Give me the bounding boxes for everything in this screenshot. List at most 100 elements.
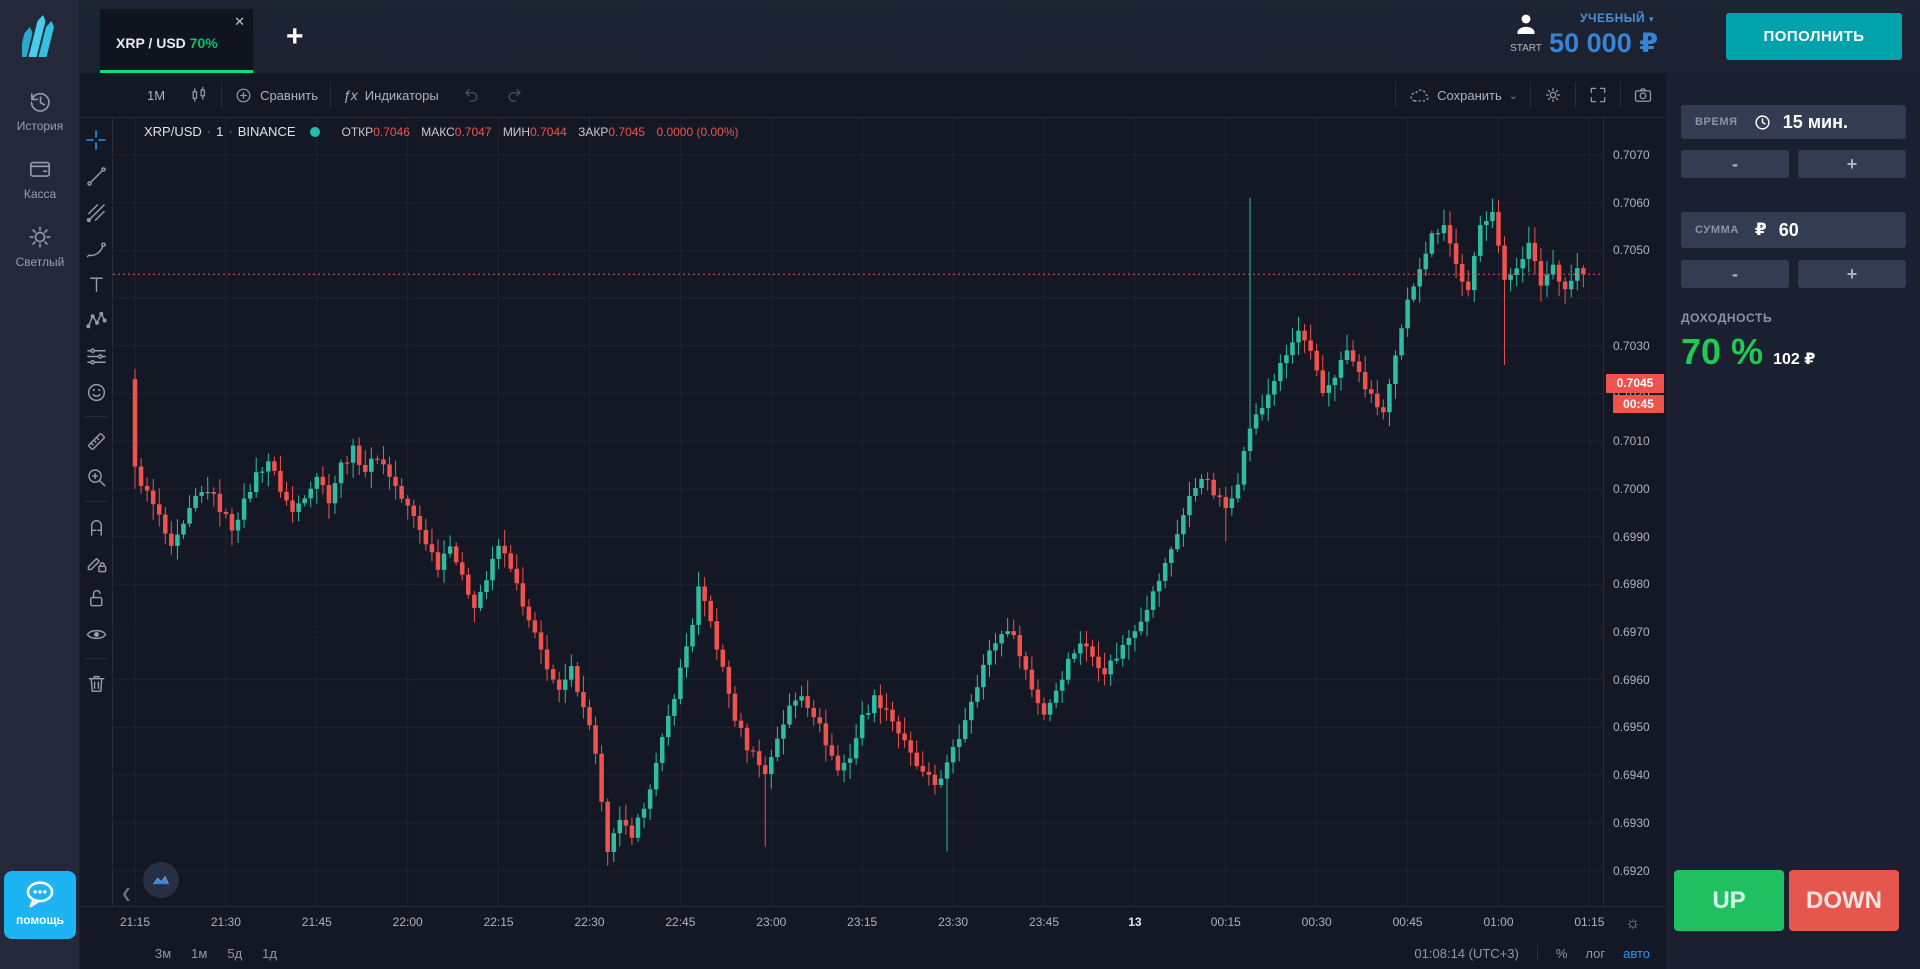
up-button[interactable]: UP (1674, 870, 1784, 931)
indicators-button[interactable]: ƒx Индикаторы (343, 87, 439, 103)
gann-tools[interactable] (82, 198, 110, 226)
payout-percent: 70 % (1681, 331, 1764, 372)
price-tick: 0.6950 (1613, 720, 1650, 735)
cloud-icon (1410, 89, 1429, 102)
compare-button[interactable]: Сравнить (222, 73, 330, 118)
time-minus-button[interactable]: - (1681, 150, 1789, 178)
time-tick: 00:30 (1301, 915, 1332, 929)
sidebar-item-cashier[interactable]: Касса (0, 156, 80, 201)
time-tick: 01:00 (1483, 915, 1514, 929)
account-type-dropdown[interactable]: УЧЕБНЫЙ ▾ (1580, 11, 1654, 25)
price-tick: 0.7010 (1613, 434, 1650, 449)
amount-plus-button[interactable]: + (1798, 260, 1906, 288)
candlestick-chart[interactable] (113, 118, 1603, 906)
log-scale-toggle[interactable]: лог (1585, 945, 1606, 961)
toolbar-separator (1575, 82, 1576, 108)
brush-icon (86, 241, 106, 257)
unlock-icon (89, 589, 102, 606)
crosshair-tool[interactable] (82, 126, 110, 154)
candles-icon (192, 86, 206, 102)
time-axis[interactable]: ☼ 21:15 21:30 21:45 22:00 22:15 22:30 22:45 23:… (80, 906, 1665, 937)
price-tick: 0.7070 (1613, 148, 1650, 162)
brush-tool[interactable] (82, 234, 110, 262)
amount-field[interactable]: СУММА ₽ 60 (1681, 212, 1906, 248)
pattern-tool[interactable] (82, 306, 110, 334)
chart-settings-button[interactable] (1531, 73, 1575, 118)
time-tick: 00:45 (1392, 915, 1423, 929)
tab-label: XRP / USD 70% (116, 35, 218, 51)
hide-drawings-tool[interactable] (82, 620, 110, 648)
help-button[interactable]: помощь (4, 871, 76, 939)
interval-button[interactable]: 1М (147, 87, 166, 103)
compare-plus-icon (236, 88, 251, 102)
forecast-tool[interactable] (82, 342, 110, 370)
sidebar-item-history[interactable]: История (0, 88, 80, 133)
auto-scale-toggle[interactable]: авто (1623, 945, 1650, 961)
tab-close-icon[interactable]: ✕ (234, 14, 245, 29)
chart-style-button[interactable] (177, 73, 221, 118)
xabcd-pattern-icon (85, 311, 107, 328)
balance-value: 50 000 ₽ (1549, 28, 1658, 58)
range-1m[interactable]: 1м (191, 945, 208, 961)
deposit-button[interactable]: ПОПОЛНИТЬ (1726, 13, 1902, 60)
legend-interval: 1 (216, 124, 224, 139)
emoji-tool[interactable] (82, 378, 110, 406)
redo-button[interactable] (493, 73, 535, 118)
time-axis-settings-icon[interactable]: ☼ (1625, 913, 1641, 932)
amount-minus-button[interactable]: - (1681, 260, 1789, 288)
range-group: 3м 1м 5д 1д (155, 946, 277, 961)
measure-tool[interactable] (82, 427, 110, 455)
chart-footer: 3м 1м 5д 1д 01:08:14 (UTC+3) % лог авто (80, 937, 1665, 969)
zoom-in-icon (87, 468, 105, 486)
snapshot-button[interactable] (1621, 73, 1665, 118)
app-logo[interactable] (18, 10, 60, 63)
magnet-tool[interactable] (82, 512, 110, 540)
tab-xrp-usd[interactable]: XRP / USD 70% ✕ (100, 9, 253, 73)
camera-icon (1634, 88, 1652, 102)
lock-drawings-tool[interactable] (82, 584, 110, 612)
clock-utc[interactable]: 01:08:14 (UTC+3) (1414, 945, 1519, 961)
legend-symbol[interactable]: XRP/USD (144, 124, 202, 139)
time-tick: 00:15 (1210, 915, 1241, 929)
fullscreen-button[interactable] (1576, 73, 1620, 118)
amount-steppers: - + (1681, 260, 1906, 288)
undo-button[interactable] (451, 73, 493, 118)
price-tick: 0.6980 (1613, 577, 1650, 592)
trend-line-tool[interactable] (82, 162, 110, 190)
chevron-down-icon: ▾ (1648, 14, 1654, 24)
time-tick: 22:00 (392, 915, 423, 929)
toolbar-separator (1395, 82, 1397, 108)
toolbar-separator (85, 416, 107, 417)
legend-exchange: BINANCE (237, 124, 296, 139)
chart-plot[interactable]: XRP/USD · 1 · BINANCE ОТКР0.7046 МАКС0.7… (113, 118, 1603, 906)
sidebar-item-theme[interactable]: Светлый (0, 224, 80, 269)
time-field-value: 15 мин. (1782, 111, 1848, 132)
market-status-dot (309, 126, 320, 137)
range-1d[interactable]: 1д (262, 945, 277, 961)
drawing-mode-tool[interactable] (82, 548, 110, 576)
chart-provider-button[interactable] (143, 862, 179, 898)
price-tick: 0.6960 (1613, 672, 1650, 687)
text-tool[interactable] (82, 270, 110, 298)
price-axis[interactable]: 0.7045 00:45 0.7070 0.7060 0.7050 0.7030 0.7… (1603, 118, 1665, 906)
collapse-toolbar-handle[interactable]: ❮ (121, 886, 132, 901)
percent-scale-toggle[interactable]: % (1555, 945, 1568, 961)
pencil-lock-icon (87, 557, 106, 572)
new-tab-button[interactable]: + (286, 20, 304, 53)
time-field[interactable]: ВРЕМЯ 15 мин. (1681, 105, 1906, 139)
account-start-button[interactable]: START (1506, 12, 1546, 54)
sidebar-item-label: Касса (23, 187, 57, 201)
zoom-in-tool[interactable] (82, 463, 110, 491)
candle-countdown: 00:45 (1613, 395, 1664, 413)
trend-line-icon (86, 166, 106, 186)
trash-icon (88, 675, 104, 692)
remove-drawings-tool[interactable] (82, 669, 110, 697)
legend-open: 0.7046 (373, 124, 410, 139)
save-layout-button[interactable]: Сохранить ⌄ (1396, 73, 1530, 118)
range-3m[interactable]: 3м (155, 945, 172, 961)
chat-bubble-icon (26, 881, 54, 908)
price-tick: 0.7030 (1613, 338, 1650, 353)
range-5d[interactable]: 5д (227, 945, 243, 961)
down-button[interactable]: DOWN (1789, 870, 1899, 931)
time-plus-button[interactable]: + (1798, 150, 1906, 178)
